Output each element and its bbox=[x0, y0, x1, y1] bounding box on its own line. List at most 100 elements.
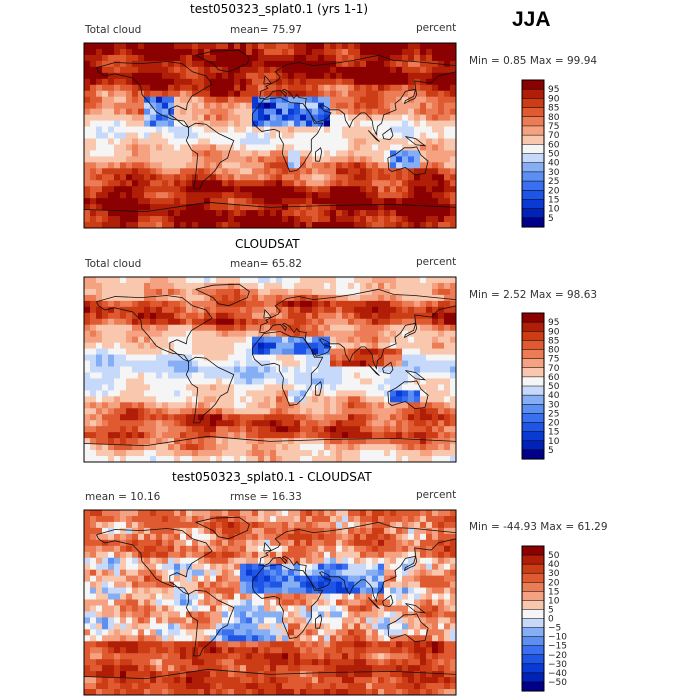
map-cell bbox=[426, 336, 433, 344]
map-cell bbox=[264, 414, 271, 421]
map-cell bbox=[192, 102, 199, 110]
map-cell bbox=[312, 198, 319, 205]
map-cell bbox=[168, 294, 175, 302]
map-cell bbox=[360, 432, 367, 439]
map-cell bbox=[444, 84, 451, 92]
map-cell bbox=[222, 354, 229, 362]
map-cell bbox=[288, 216, 295, 223]
map-cell bbox=[306, 288, 313, 296]
map-cell bbox=[162, 545, 169, 553]
coastline bbox=[185, 356, 235, 424]
map-cell bbox=[366, 126, 373, 134]
map-cell bbox=[162, 204, 169, 211]
map-cell bbox=[162, 390, 169, 397]
map-cell bbox=[156, 569, 163, 577]
map-cell bbox=[174, 521, 181, 529]
map-cell bbox=[186, 204, 193, 211]
map-cell bbox=[120, 66, 127, 74]
map-cell bbox=[378, 198, 385, 205]
map-cell bbox=[396, 557, 403, 565]
map-cell bbox=[228, 282, 235, 290]
map-cell bbox=[420, 216, 427, 223]
map-cell bbox=[162, 294, 169, 302]
map-cell bbox=[222, 90, 229, 98]
map-cell bbox=[186, 126, 193, 134]
map-cell bbox=[270, 180, 277, 187]
map-cell bbox=[318, 216, 325, 223]
map-cell bbox=[438, 72, 445, 80]
map-cell bbox=[180, 521, 187, 529]
map-cell bbox=[114, 330, 121, 338]
map-cell bbox=[174, 366, 181, 374]
map-cell bbox=[372, 342, 379, 350]
map-cell bbox=[270, 330, 277, 338]
map-cell bbox=[174, 288, 181, 296]
map-cell bbox=[384, 84, 391, 92]
map-cell bbox=[294, 533, 301, 541]
map-cell bbox=[126, 563, 133, 571]
map-cell bbox=[252, 66, 259, 74]
map-frame-1 bbox=[83, 42, 457, 229]
map-cell bbox=[114, 551, 121, 559]
map-cell bbox=[126, 539, 133, 547]
map-cell bbox=[378, 450, 385, 457]
map-cell bbox=[288, 120, 295, 128]
map-cell bbox=[234, 84, 241, 92]
map-cell bbox=[114, 456, 121, 462]
map-cell bbox=[408, 192, 415, 199]
map-cell bbox=[432, 360, 439, 368]
map-cell bbox=[390, 192, 397, 199]
map-cell bbox=[318, 378, 325, 386]
map-cell bbox=[402, 420, 409, 427]
map-cell bbox=[420, 378, 427, 386]
map-cell bbox=[270, 114, 277, 122]
map-cell bbox=[120, 545, 127, 553]
map-cell bbox=[384, 306, 391, 314]
map-cell bbox=[150, 521, 157, 529]
map-cell bbox=[96, 444, 103, 451]
map-cell bbox=[222, 330, 229, 338]
map-cell bbox=[84, 414, 91, 421]
map-cell bbox=[144, 120, 151, 128]
map-cell bbox=[216, 569, 223, 577]
map-cell bbox=[240, 222, 247, 228]
map-cell bbox=[156, 342, 163, 350]
map-cell bbox=[90, 198, 97, 205]
map-cell bbox=[426, 306, 433, 314]
map-cell bbox=[276, 48, 283, 56]
map-cell bbox=[132, 222, 139, 228]
map-cell bbox=[156, 444, 163, 451]
map-cell bbox=[84, 539, 91, 547]
map-cell bbox=[366, 210, 373, 217]
map-cell bbox=[84, 138, 91, 146]
map-cell bbox=[366, 108, 373, 116]
map-cell bbox=[210, 180, 217, 187]
map-cell bbox=[258, 216, 265, 223]
map-cell bbox=[426, 204, 433, 211]
map-cell bbox=[84, 420, 91, 427]
map-cell bbox=[96, 384, 103, 391]
map-cell bbox=[114, 426, 121, 433]
map-cell bbox=[270, 533, 277, 541]
map-cell bbox=[432, 72, 439, 80]
map-cell bbox=[114, 204, 121, 211]
map-cell bbox=[222, 132, 229, 140]
map-cell bbox=[126, 605, 133, 613]
map-cell bbox=[228, 204, 235, 211]
map-cell bbox=[102, 390, 109, 397]
map-cell bbox=[144, 557, 151, 565]
map-cell bbox=[204, 78, 211, 86]
map-cell bbox=[96, 222, 103, 228]
map-cell bbox=[186, 324, 193, 332]
map-cell bbox=[450, 282, 456, 290]
map-cell bbox=[426, 360, 433, 368]
map-cell bbox=[426, 150, 433, 157]
map-cell bbox=[330, 348, 337, 356]
map-cell bbox=[384, 390, 391, 397]
map-cell bbox=[210, 150, 217, 157]
map-cell bbox=[168, 54, 175, 62]
map-cell bbox=[324, 186, 331, 193]
map-cell bbox=[330, 54, 337, 62]
map-cell bbox=[156, 402, 163, 409]
map-cell bbox=[192, 277, 199, 284]
